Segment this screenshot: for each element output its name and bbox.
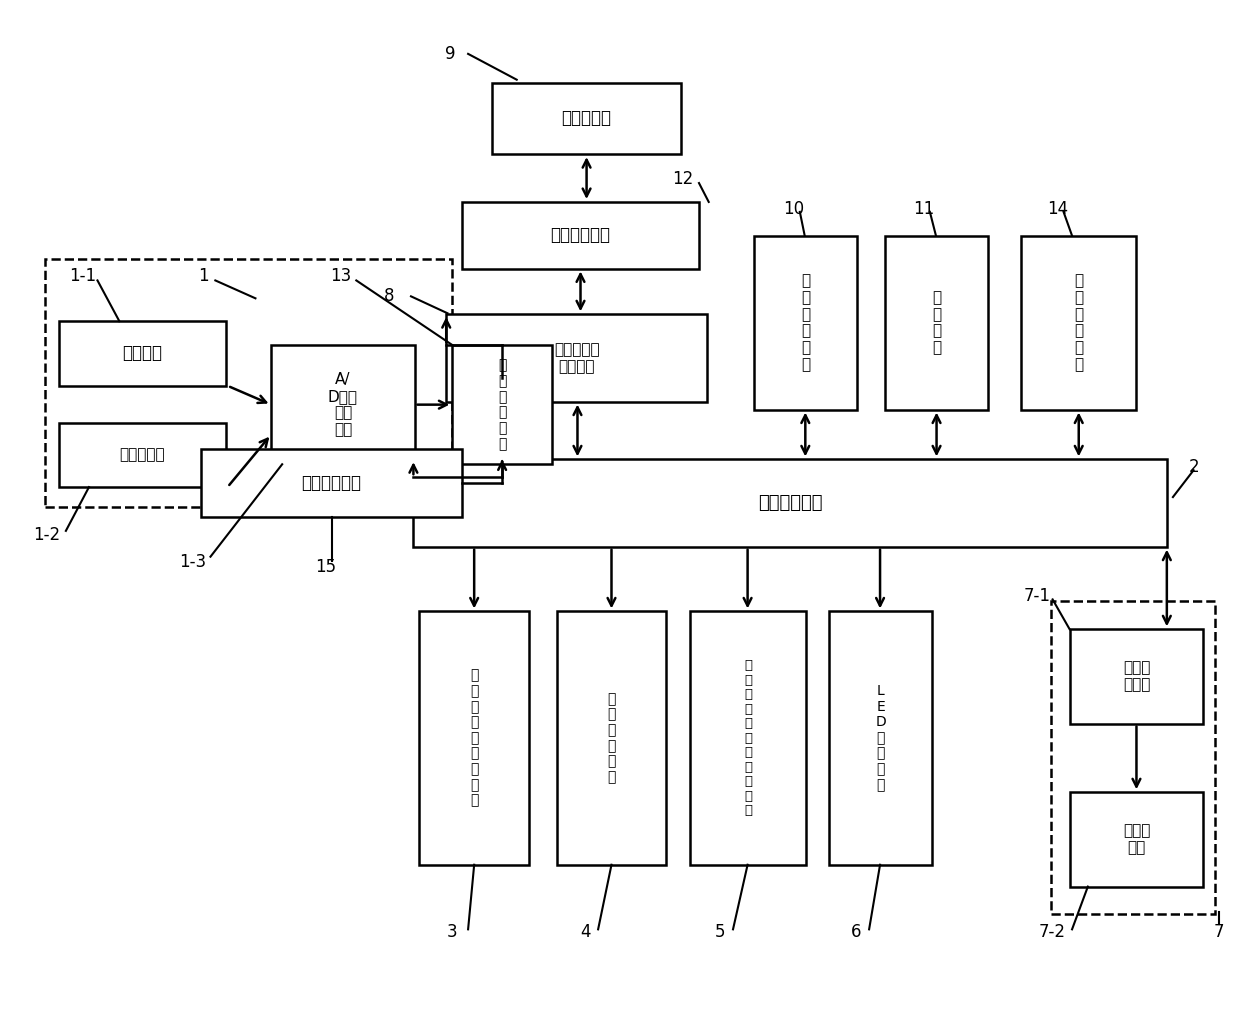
FancyBboxPatch shape bbox=[1070, 630, 1203, 724]
FancyBboxPatch shape bbox=[492, 83, 681, 154]
Text: 6: 6 bbox=[851, 924, 861, 941]
Text: 电量检歋单元: 电量检歋单元 bbox=[301, 475, 361, 492]
Text: 数
据
存
储
模
块: 数 据 存 储 模 块 bbox=[801, 273, 810, 372]
Text: 15: 15 bbox=[315, 558, 336, 576]
Text: 7-1: 7-1 bbox=[1023, 587, 1050, 605]
FancyBboxPatch shape bbox=[1021, 235, 1136, 410]
FancyBboxPatch shape bbox=[272, 345, 414, 464]
FancyBboxPatch shape bbox=[413, 459, 1167, 547]
FancyBboxPatch shape bbox=[1070, 792, 1203, 886]
Text: 电源管
理模块: 电源管 理模块 bbox=[1122, 660, 1151, 693]
FancyBboxPatch shape bbox=[453, 345, 552, 464]
Text: 9: 9 bbox=[445, 45, 455, 63]
FancyBboxPatch shape bbox=[885, 235, 988, 410]
Text: 12: 12 bbox=[672, 170, 694, 188]
Text: 10: 10 bbox=[784, 200, 805, 218]
Text: 3: 3 bbox=[446, 924, 458, 941]
Text: 5: 5 bbox=[714, 924, 725, 941]
Text: 1-1: 1-1 bbox=[69, 268, 97, 286]
FancyBboxPatch shape bbox=[446, 314, 708, 402]
FancyBboxPatch shape bbox=[754, 235, 857, 410]
FancyBboxPatch shape bbox=[830, 611, 932, 865]
Text: 上位监控机: 上位监控机 bbox=[562, 110, 611, 128]
Text: 可充电
电池: 可充电 电池 bbox=[1122, 823, 1151, 855]
Text: 2: 2 bbox=[1188, 458, 1199, 477]
FancyBboxPatch shape bbox=[691, 611, 806, 865]
Text: L
E
D
显
示
单
元: L E D 显 示 单 元 bbox=[875, 684, 887, 792]
Text: 数据处理模块: 数据处理模块 bbox=[758, 494, 822, 512]
FancyBboxPatch shape bbox=[58, 423, 226, 487]
FancyBboxPatch shape bbox=[419, 611, 528, 865]
FancyBboxPatch shape bbox=[201, 449, 463, 517]
Text: 1-3: 1-3 bbox=[179, 553, 206, 571]
FancyBboxPatch shape bbox=[463, 202, 699, 269]
Text: 参
数
输
入
装
置: 参 数 输 入 装 置 bbox=[608, 692, 616, 784]
Text: 1: 1 bbox=[198, 268, 208, 286]
Text: 次级传感器: 次级传感器 bbox=[119, 447, 165, 462]
Text: 1-2: 1-2 bbox=[33, 526, 60, 544]
Text: 短
距
离
无
线
通
信
模
块: 短 距 离 无 线 通 信 模 块 bbox=[470, 668, 479, 807]
Text: 计
时
模
块: 计 时 模 块 bbox=[932, 290, 941, 355]
Text: 互联网服务器: 互联网服务器 bbox=[551, 226, 610, 244]
Text: 传
感
器
主
次
类
型
设
定
模
块: 传 感 器 主 次 类 型 设 定 模 块 bbox=[744, 659, 753, 817]
Text: 主传感器: 主传感器 bbox=[123, 345, 162, 362]
Text: 数
据
采
集
模
块: 数 据 采 集 模 块 bbox=[498, 359, 506, 451]
Text: 11: 11 bbox=[913, 200, 935, 218]
Text: 告
警
提
示
单
元: 告 警 提 示 单 元 bbox=[1074, 273, 1084, 372]
FancyBboxPatch shape bbox=[557, 611, 666, 865]
Text: 4: 4 bbox=[580, 924, 591, 941]
Text: 14: 14 bbox=[1047, 200, 1068, 218]
Text: A/
D转换
电路
模块: A/ D转换 电路 模块 bbox=[327, 372, 358, 437]
Text: 8: 8 bbox=[384, 287, 394, 305]
FancyBboxPatch shape bbox=[58, 321, 226, 385]
Text: 7: 7 bbox=[1214, 924, 1224, 941]
Text: 7-2: 7-2 bbox=[1039, 924, 1066, 941]
Text: 无线互联网
接入模块: 无线互联网 接入模块 bbox=[554, 342, 600, 374]
Text: 13: 13 bbox=[330, 268, 351, 286]
